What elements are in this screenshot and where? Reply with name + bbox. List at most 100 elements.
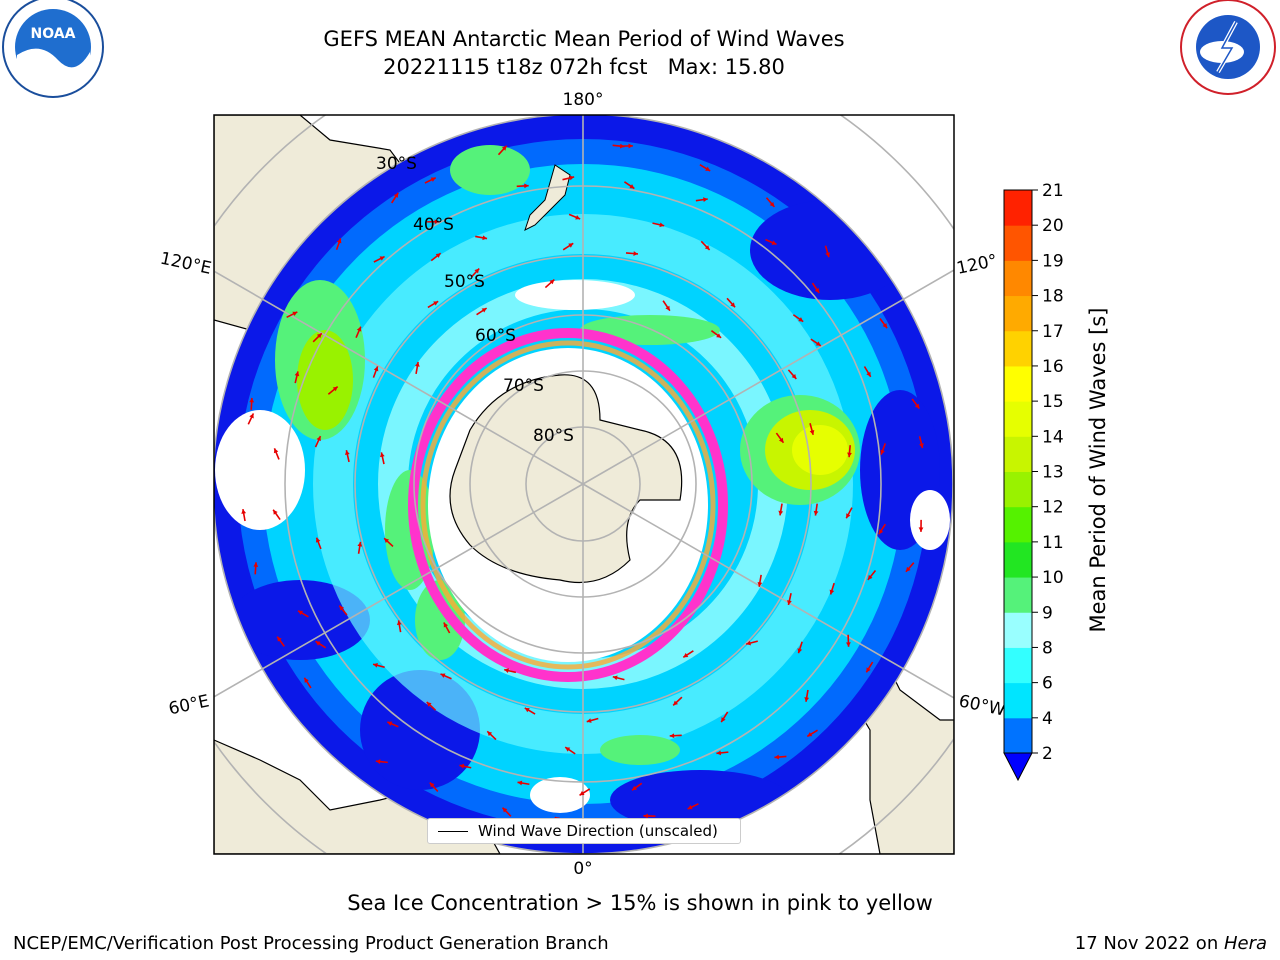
wind-arrow-head — [771, 240, 777, 245]
wind-arrow-head — [277, 636, 282, 642]
colorbar-segment — [1004, 401, 1032, 437]
wind-arrow-head — [586, 718, 592, 723]
wind-arrow-head — [426, 702, 432, 707]
colorbar-segment — [1004, 506, 1032, 543]
wind-arrow-head — [579, 790, 585, 796]
wind-arrow-head — [294, 371, 300, 377]
wind-arrow-head — [336, 238, 342, 244]
wind-arrow-head — [429, 782, 435, 788]
colorbar-segment — [1004, 471, 1032, 508]
wind-arrow-head — [807, 732, 813, 737]
colorbar-tick-label: 6 — [1042, 674, 1053, 694]
wind-arrow-head — [569, 175, 575, 181]
wind-arrow-head — [568, 243, 574, 248]
wind-arrow-head — [882, 323, 888, 329]
wind-arrow-head — [430, 177, 436, 182]
wind-arrow-head — [880, 449, 885, 455]
wind-arrow-head — [612, 675, 618, 681]
wind-arrow-head — [809, 429, 815, 435]
wind-arrow-head — [332, 386, 338, 392]
colorbar-tick-label: 13 — [1042, 463, 1064, 483]
noaa-logo: NOAA — [2, 0, 104, 98]
wind-arrow-head — [687, 804, 693, 810]
colorbar-tick-label: 2 — [1042, 744, 1053, 764]
wind-arrow-head — [716, 333, 722, 338]
wind-arrow-head — [705, 166, 711, 171]
colorbar-tick-label: 20 — [1042, 216, 1064, 236]
wind-arrow-head — [919, 443, 924, 449]
wind-arrow-head — [918, 527, 924, 532]
colorbar-segment — [1004, 436, 1032, 472]
colorbar-tick-label: 11 — [1042, 533, 1064, 553]
wind-arrow-head — [433, 301, 439, 306]
wind-arrow-head — [524, 707, 530, 713]
lon-label-top: 180° — [563, 90, 604, 110]
wind-arrow-head — [387, 721, 393, 726]
footer-credit: NCEP/EMC/Verification Post Processing Pr… — [13, 933, 609, 954]
colorbar-segment — [1004, 190, 1032, 226]
wind-arrow-head — [730, 302, 736, 308]
footer-date: 17 Nov 2022 on Hera — [1075, 933, 1267, 954]
wind-arrow-head — [474, 268, 480, 274]
wind-arrow-head — [565, 747, 571, 752]
graticule — [214, 115, 954, 854]
wind-arrow-head — [633, 251, 638, 256]
wind-arrow-head — [787, 600, 792, 605]
lat-label-30s: 30°S — [376, 154, 417, 174]
wind-arrow-head — [487, 731, 493, 737]
colorbar-segment — [1004, 682, 1032, 719]
map-legend: Wind Wave Direction (unscaled) — [427, 818, 741, 844]
wind-arrow-head — [628, 143, 633, 149]
wind-arrow-head — [304, 677, 309, 683]
lon-label-bottom: 0° — [573, 859, 592, 879]
colorbar-segment — [1004, 330, 1032, 367]
wind-arrow-head — [415, 362, 420, 367]
wind-arrow-head — [797, 648, 803, 654]
wind-arrow-head — [825, 252, 830, 258]
wind-arrow-head — [315, 537, 321, 543]
wind-arrow-head — [481, 308, 487, 313]
wind-arrow-head — [524, 183, 529, 189]
wind-arrow-head — [298, 610, 304, 616]
colorbar-label: Mean Period of Wind Waves [s] — [1086, 308, 1110, 633]
wind-arrow-head — [798, 317, 804, 322]
wind-arrow-head — [867, 574, 873, 580]
wind-arrow-head — [443, 622, 449, 628]
colorbar-tick-label: 9 — [1042, 603, 1053, 623]
colorbar-segment — [1004, 225, 1032, 261]
wind-arrow-head — [757, 582, 763, 587]
wind-arrow-head — [249, 413, 254, 419]
wind-arrow-head — [629, 184, 635, 189]
wind-arrow-head — [778, 510, 784, 516]
wind-arrow-head — [517, 780, 523, 786]
wind-arrow-head — [659, 222, 665, 228]
colorbar: 2 4 6 8 9 10 11 12 13 14 15 16 17 18 19 20 21 — [1003, 181, 1064, 782]
wind-arrow-head — [866, 371, 871, 377]
colorbar-tick-label: 8 — [1042, 638, 1053, 658]
footer-host: Hera — [1223, 933, 1267, 954]
noaa-logo-text: NOAA — [31, 26, 76, 42]
wind-arrow-head — [396, 620, 402, 626]
wind-arrow-head — [704, 245, 710, 250]
wind-arrow-head — [459, 763, 465, 769]
colorbar-segment — [1004, 541, 1032, 578]
wind-arrow-head — [813, 510, 819, 516]
wind-arrow-head — [683, 652, 689, 658]
wind-arrow-head — [866, 667, 871, 673]
wind-arrow-head — [878, 529, 884, 535]
map-area — [214, 115, 954, 854]
wind-arrow-head — [778, 437, 784, 443]
wind-arrow-head — [721, 717, 726, 723]
lon-label-left-upper: 120°E — [158, 249, 213, 279]
wind-arrow-head — [804, 697, 810, 702]
wind-arrow-head — [847, 452, 852, 458]
colorbar-segment — [1004, 577, 1032, 613]
wind-arrow-head — [315, 641, 321, 646]
colorbar-tick-label: 12 — [1042, 498, 1064, 518]
wind-arrow-head — [393, 192, 399, 198]
legend-line-sample — [438, 830, 468, 832]
wind-arrow-head — [716, 750, 722, 756]
wind-arrow-head — [482, 235, 488, 241]
wind-arrow-head — [504, 668, 510, 673]
wind-arrow-head — [846, 513, 851, 519]
